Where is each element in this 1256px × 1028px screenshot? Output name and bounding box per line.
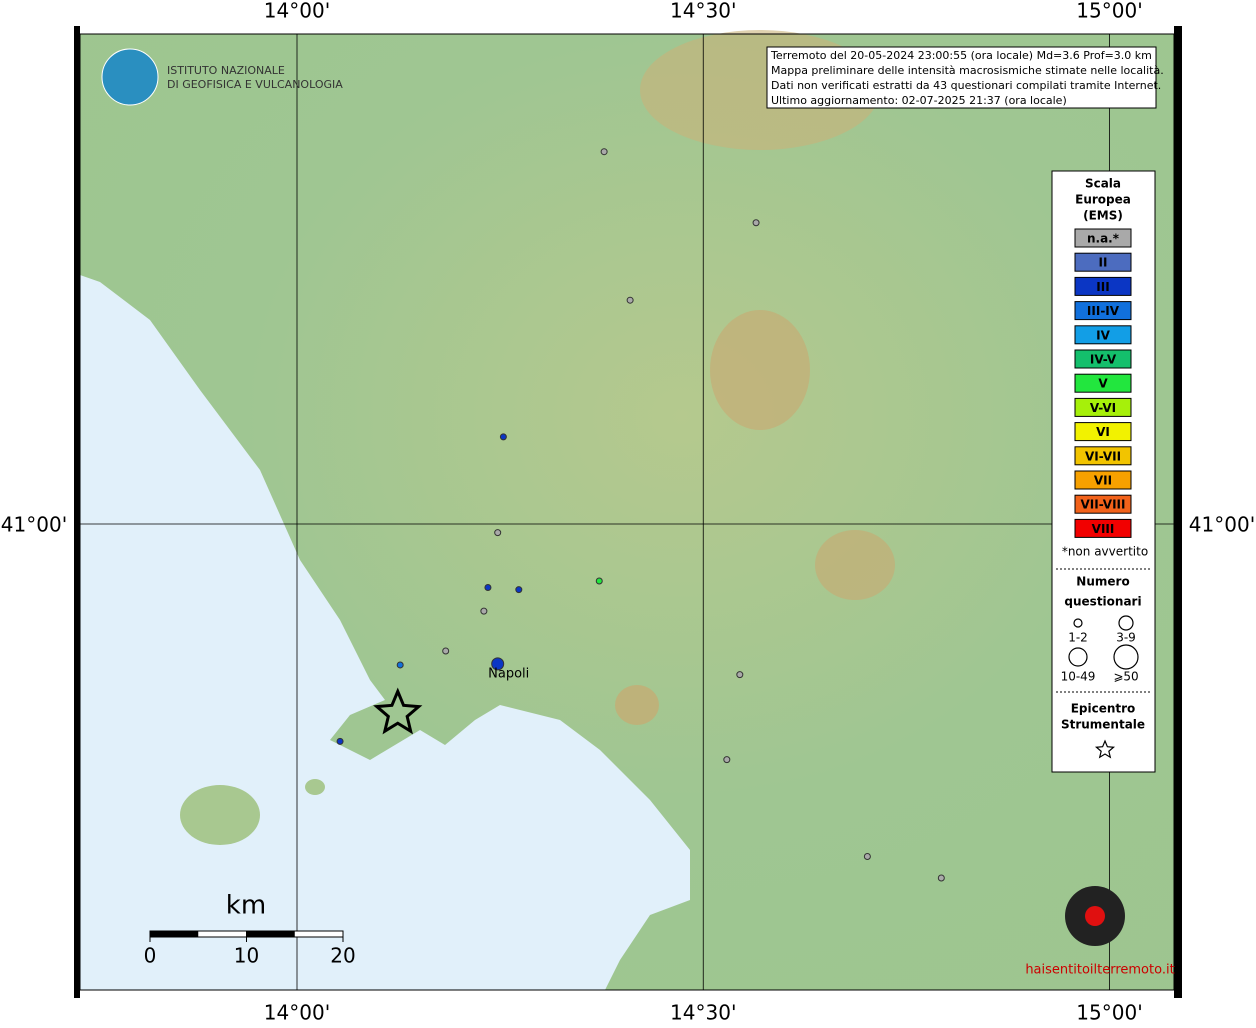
locality-point (336, 737, 344, 745)
epicenter (373, 687, 423, 735)
locality-point (736, 671, 744, 679)
lon-label: 15°00' (1076, 0, 1142, 23)
scale-label: 10 (234, 944, 259, 968)
legend-label: IV-V (1090, 353, 1117, 367)
relief (815, 530, 895, 600)
size-label: 3-9 (1116, 631, 1136, 645)
size-symbol (1073, 618, 1083, 628)
relief (710, 310, 810, 430)
locality-point (396, 661, 404, 669)
legend-swatch (1074, 494, 1132, 514)
legend-note: *non avvertito (1062, 545, 1148, 559)
info-box (766, 46, 1157, 109)
institute: ISTITUTO NAZIONALE (167, 64, 285, 77)
info-line: Terremoto del 20-05-2024 23:00:55 (ora l… (770, 49, 1152, 62)
legend-swatch (1074, 422, 1132, 442)
legend-title: Epicentro (1071, 702, 1136, 716)
legend-label: V (1098, 377, 1108, 391)
size-label: 1-2 (1068, 631, 1088, 645)
legend-swatch (1074, 446, 1132, 466)
legend-swatch (1074, 325, 1132, 345)
scale-bar (150, 931, 199, 937)
size-symbol (1118, 615, 1134, 631)
locality-point (484, 583, 492, 591)
legend-title: Europea (1075, 193, 1131, 207)
vesuvio (615, 685, 659, 725)
legend-swatch (1074, 470, 1132, 490)
scale-label: 20 (330, 944, 355, 968)
lon-label: 15°00' (1076, 1001, 1142, 1025)
legend-label: III (1096, 280, 1109, 294)
logo (101, 48, 159, 106)
legend-title: Strumentale (1061, 718, 1145, 732)
lon-label: 14°30' (670, 0, 736, 23)
epicenter-symbol (1094, 739, 1116, 759)
lon-label: 14°00' (264, 1001, 330, 1025)
locality-point (499, 433, 507, 441)
locality-point (752, 219, 760, 227)
legend-label: n.a.* (1087, 232, 1120, 246)
locality-point (595, 577, 603, 585)
locality-point (480, 607, 488, 615)
size-label: 10-49 (1061, 670, 1096, 684)
locality-point (863, 852, 871, 860)
place-label: Napoli (488, 666, 529, 681)
legend-title: (EMS) (1083, 209, 1123, 223)
legend-swatch (1074, 349, 1132, 369)
lon-label: 14°30' (670, 1001, 736, 1025)
legend-label: VI-VII (1085, 449, 1121, 463)
legend-swatch (1074, 373, 1132, 393)
size-symbol (1068, 647, 1088, 667)
locality-point (600, 148, 608, 156)
legend-swatch (1074, 518, 1132, 538)
legend-swatch (1074, 228, 1132, 248)
procida (305, 779, 325, 795)
scale-unit: km (226, 891, 266, 921)
legend-label: II (1099, 256, 1108, 270)
lon-label: 14°00' (264, 0, 330, 23)
locality-point (491, 657, 505, 671)
locality-point (626, 296, 634, 304)
logo-site (1085, 906, 1105, 926)
legend-label: V-VI (1090, 401, 1116, 415)
ischia (180, 785, 260, 845)
legend-title: questionari (1064, 595, 1141, 609)
legend-swatch (1074, 301, 1132, 321)
logo-text: haisentitoilterremoto.it (1025, 963, 1174, 978)
institute: DI GEOFISICA E VULCANOLOGIA (167, 78, 343, 91)
legend-label: III-IV (1087, 304, 1120, 318)
info-line: Dati non verificati estratti da 43 quest… (771, 79, 1161, 92)
legend-swatch (1074, 252, 1132, 272)
legend-swatch (1074, 397, 1132, 417)
locality-point (442, 647, 450, 655)
legend-label: VI (1096, 425, 1110, 439)
size-label: ⩾50 (1113, 670, 1138, 684)
frame-bar (1174, 26, 1182, 998)
info-line: Ultimo aggiornamento: 02-07-2025 21:37 (… (771, 94, 1067, 107)
legend-title: Numero (1076, 575, 1129, 589)
frame-bar (74, 26, 80, 998)
size-symbol (1113, 644, 1139, 670)
legend-label: VIII (1092, 522, 1115, 536)
legend-label: IV (1096, 328, 1110, 342)
scale-bar (246, 931, 295, 937)
locality-point (515, 586, 523, 594)
info-line: Mappa preliminare delle intensità macros… (771, 64, 1164, 77)
lat-label: 41°00' (1, 513, 67, 537)
legend-label: VII (1094, 474, 1112, 488)
scale-label: 0 (144, 944, 157, 968)
legend-swatch (1074, 276, 1132, 296)
lat-label: 41°00' (1189, 513, 1255, 537)
legend-label: VII-VIII (1080, 498, 1125, 512)
legend-title: Scala (1085, 177, 1121, 191)
locality-point (937, 874, 945, 882)
locality-point (494, 529, 502, 537)
locality-point (723, 756, 731, 764)
